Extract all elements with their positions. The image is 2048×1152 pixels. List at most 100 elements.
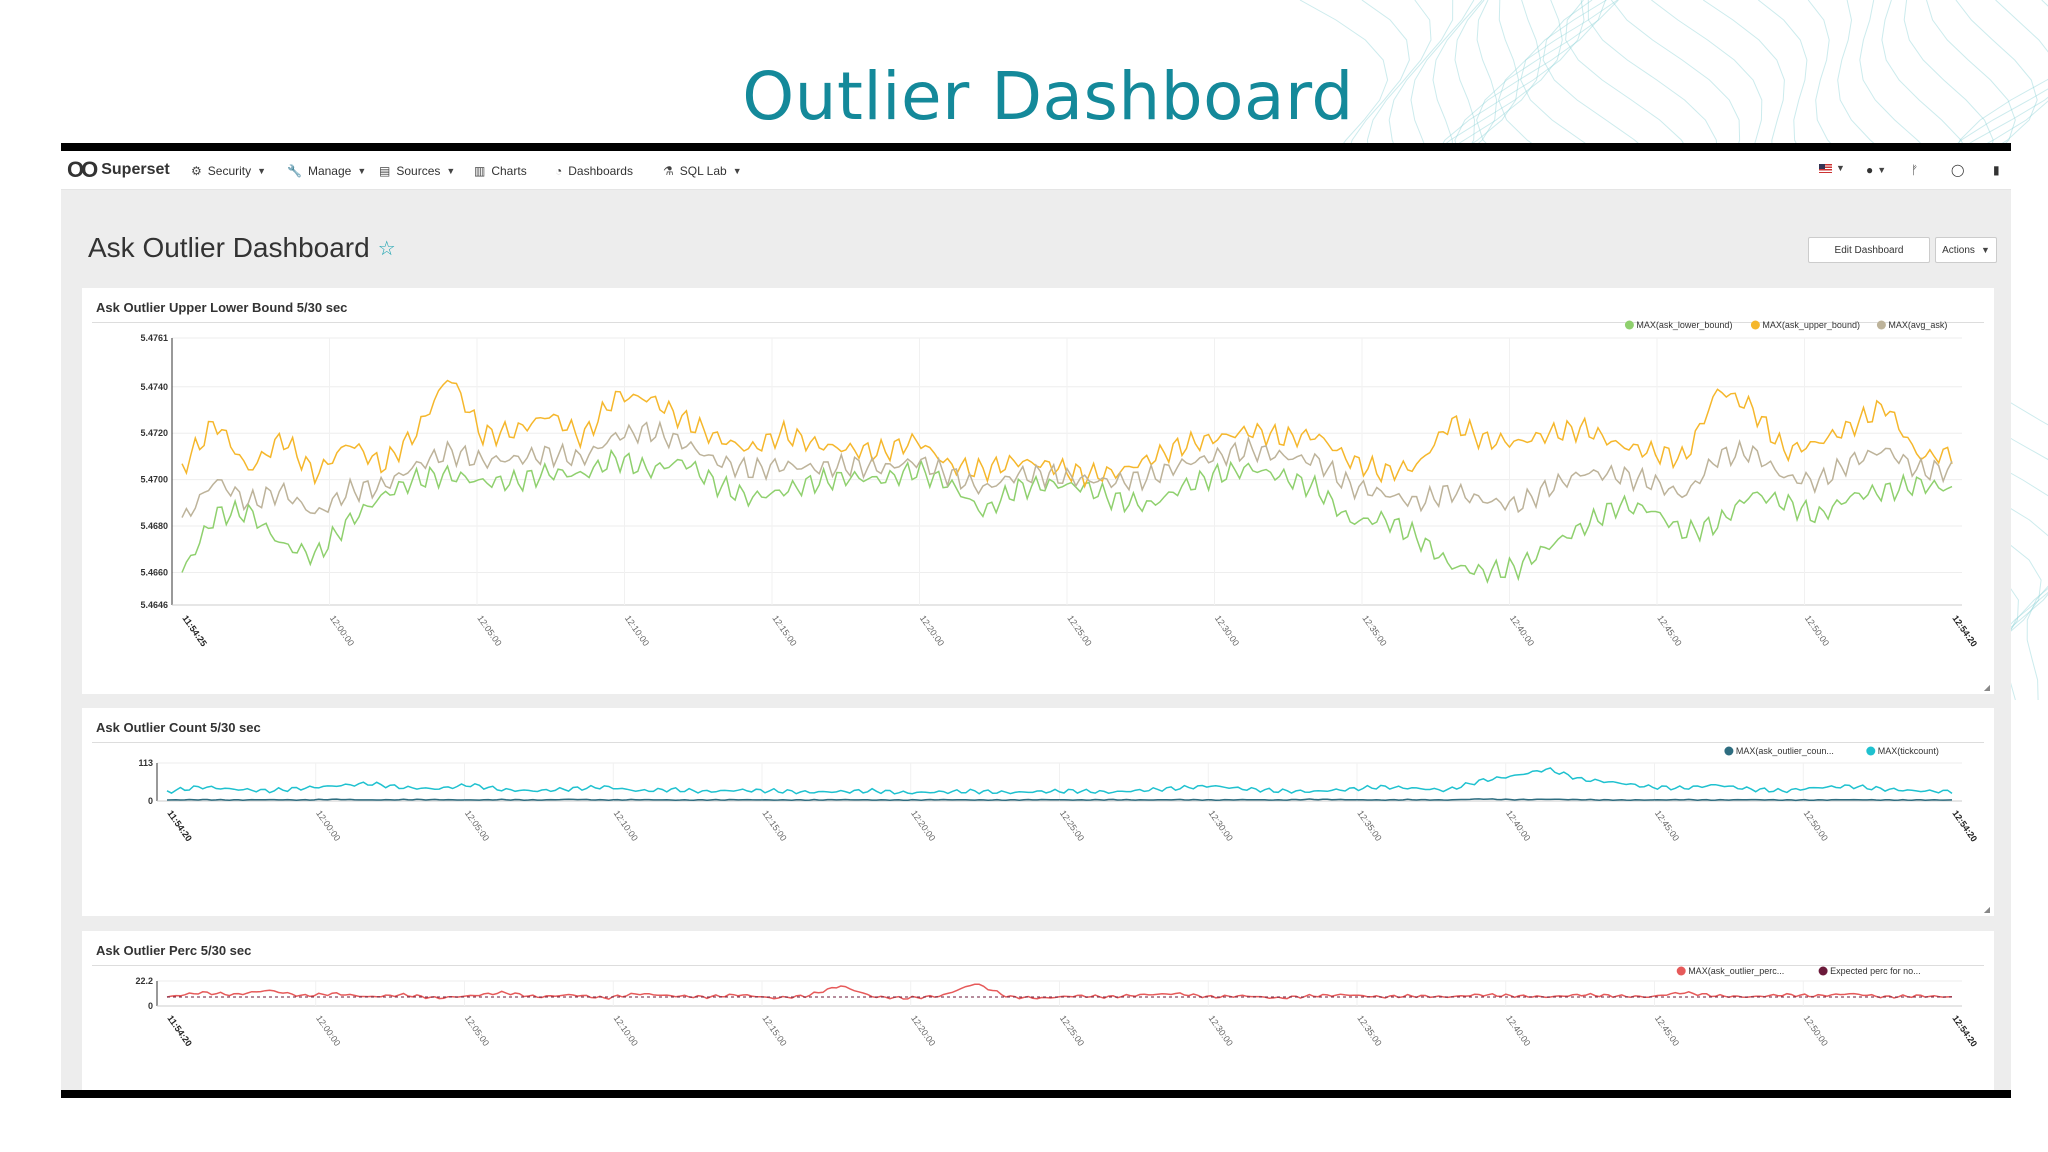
x-tick-label: 12:35:00 xyxy=(1355,1013,1383,1047)
legend-label: MAX(ask_outlier_coun... xyxy=(1736,746,1834,756)
x-tick-label: 12:45:00 xyxy=(1653,1013,1681,1047)
nav-sources-label: Sources xyxy=(396,164,441,178)
nav-sources[interactable]: ▤ Sources ▼ xyxy=(379,164,455,178)
edit-dashboard-button[interactable]: Edit Dashboard xyxy=(1808,237,1930,263)
x-tick-label: 12:15:00 xyxy=(770,613,798,647)
legend-dot-icon[interactable] xyxy=(1866,746,1876,756)
x-tick-label: 12:15:00 xyxy=(760,808,788,842)
legend-dot-icon[interactable] xyxy=(1750,320,1760,330)
git-branch-link[interactable]: ᚠ xyxy=(1911,163,1918,177)
actions-button[interactable]: Actions ▼ xyxy=(1935,237,1997,263)
x-tick-label: 12:00:00 xyxy=(328,613,356,647)
nav-security[interactable]: ⚙ Security ▼ xyxy=(191,164,266,178)
chevron-down-icon: ▼ xyxy=(446,166,456,176)
x-tick-label: 12:20:00 xyxy=(909,1013,937,1047)
docs-link[interactable]: ▮ xyxy=(1993,163,2000,177)
chevron-down-icon: ▼ xyxy=(257,166,267,176)
user-icon: ● xyxy=(1866,163,1874,177)
nav-charts[interactable]: ▥ Charts xyxy=(474,164,527,178)
chevron-down-icon: ▼ xyxy=(1877,165,1887,175)
book-icon: ▮ xyxy=(1993,163,2000,177)
series-line-2 xyxy=(181,420,1953,518)
divider xyxy=(92,322,1984,323)
y-tick-label: 5.4761 xyxy=(140,333,168,343)
legend-dot-icon[interactable] xyxy=(1724,746,1734,756)
x-tick-label: 12:00:00 xyxy=(314,808,342,842)
x-tick-label: 12:05:00 xyxy=(475,613,503,647)
x-tick-label: 12:10:00 xyxy=(612,808,640,842)
legend-label: MAX(ask_lower_bound) xyxy=(1636,320,1732,330)
nav-manage-label: Manage xyxy=(307,164,352,178)
y-tick-label: 5.4720 xyxy=(140,428,168,438)
superset-screenshot: OO Superset ⚙ Security ▼ 🔧 Manage ▼ ▤ So… xyxy=(61,143,2011,1098)
resize-handle-icon[interactable]: ◢ xyxy=(1983,905,1990,914)
github-icon: ◯ xyxy=(1951,163,1965,177)
x-tick-label: 12:54:20 xyxy=(1950,1013,1979,1048)
x-tick-label: 12:20:00 xyxy=(909,808,937,842)
legend-dot-icon[interactable] xyxy=(1676,966,1686,976)
slide-title: Outlier Dashboard xyxy=(742,58,1354,135)
x-tick-label: 12:20:00 xyxy=(918,613,946,647)
navbar: OO Superset ⚙ Security ▼ 🔧 Manage ▼ ▤ So… xyxy=(61,151,2011,190)
chart-panel-perc: Ask Outlier Perc 5/30 sec 22.2 0 11:54:20 1… xyxy=(82,931,1994,1090)
x-tick-label: 12:30:00 xyxy=(1207,808,1235,842)
legend-dot-icon[interactable] xyxy=(1876,320,1886,330)
x-tick-label: 12:05:00 xyxy=(463,1013,491,1047)
legend-dot-icon[interactable] xyxy=(1624,320,1634,330)
database-icon: ▤ xyxy=(379,164,391,178)
x-tick-label: 12:40:00 xyxy=(1504,1013,1532,1047)
user-menu[interactable]: ● ▼ xyxy=(1866,163,1886,177)
y-tick-label: 22.2 xyxy=(135,976,153,986)
series-line-1 xyxy=(166,767,1953,795)
x-tick-label: 12:40:00 xyxy=(1504,808,1532,842)
chart-title: Ask Outlier Perc 5/30 sec xyxy=(96,943,252,958)
legend-dot-icon[interactable] xyxy=(1818,966,1828,976)
y-tick-label: 5.4680 xyxy=(140,521,168,531)
series-line-0 xyxy=(166,983,1953,1000)
nav-charts-label: Charts xyxy=(491,164,527,178)
bar-chart-icon: ▥ xyxy=(474,164,486,178)
divider xyxy=(92,965,1984,966)
nav-sql-lab[interactable]: ⚗ SQL Lab ▼ xyxy=(663,164,742,178)
superset-logo-icon: OO xyxy=(67,157,98,182)
legend-label: MAX(ask_upper_bound) xyxy=(1762,320,1860,330)
y-tick-label: 0 xyxy=(148,1001,153,1011)
dashboard-title: Ask Outlier Dashboard ☆ xyxy=(88,232,396,264)
x-tick-label: 12:35:00 xyxy=(1355,808,1383,842)
divider xyxy=(92,742,1984,743)
x-tick-label: 12:00:00 xyxy=(314,1013,342,1047)
star-icon[interactable]: ☆ xyxy=(377,237,396,260)
nav-manage[interactable]: 🔧 Manage ▼ xyxy=(287,164,366,178)
chart-panel-count: Ask Outlier Count 5/30 sec 113 0 11:54:20 1… xyxy=(82,708,1994,916)
chart-title: Ask Outlier Count 5/30 sec xyxy=(96,720,261,735)
brand[interactable]: OO Superset xyxy=(67,159,170,181)
gears-icon: ⚙ xyxy=(191,164,202,178)
x-tick-label: 12:30:00 xyxy=(1207,1013,1235,1047)
x-tick-label: 12:10:00 xyxy=(612,1013,640,1047)
chevron-down-icon: ▼ xyxy=(1980,245,1990,255)
nav-dashboards[interactable]: ◔ Dashboards xyxy=(555,164,633,178)
chevron-down-icon: ▼ xyxy=(357,166,367,176)
nav-sql-lab-label: SQL Lab xyxy=(679,164,727,178)
x-tick-label: 12:05:00 xyxy=(463,808,491,842)
resize-handle-icon[interactable]: ◢ xyxy=(1983,683,1990,692)
y-tick-label: 0 xyxy=(148,796,153,806)
y-tick-label: 5.4646 xyxy=(140,600,168,610)
chart-panel-bounds: Ask Outlier Upper Lower Bound 5/30 sec 5… xyxy=(82,288,1994,694)
language-selector[interactable]: ▼ xyxy=(1819,163,1845,173)
chevron-down-icon: ▼ xyxy=(1836,163,1845,173)
x-tick-label: 12:15:00 xyxy=(760,1013,788,1047)
x-tick-label: 12:50:00 xyxy=(1802,808,1830,842)
brand-name: Superset xyxy=(101,161,170,178)
git-branch-icon: ᚠ xyxy=(1911,163,1919,177)
x-tick-label: 12:54:20 xyxy=(1950,613,1979,648)
github-link[interactable]: ◯ xyxy=(1951,163,1964,177)
chart-title: Ask Outlier Upper Lower Bound 5/30 sec xyxy=(96,300,348,315)
x-tick-label: 12:30:00 xyxy=(1213,613,1241,647)
actions-label: Actions xyxy=(1942,244,1975,256)
x-tick-label: 12:35:00 xyxy=(1360,613,1388,647)
series-line-0 xyxy=(166,798,1953,802)
x-tick-label: 12:50:00 xyxy=(1802,1013,1830,1047)
x-tick-label: 12:54:20 xyxy=(1950,808,1979,843)
x-tick-label: 11:54:20 xyxy=(165,808,194,843)
